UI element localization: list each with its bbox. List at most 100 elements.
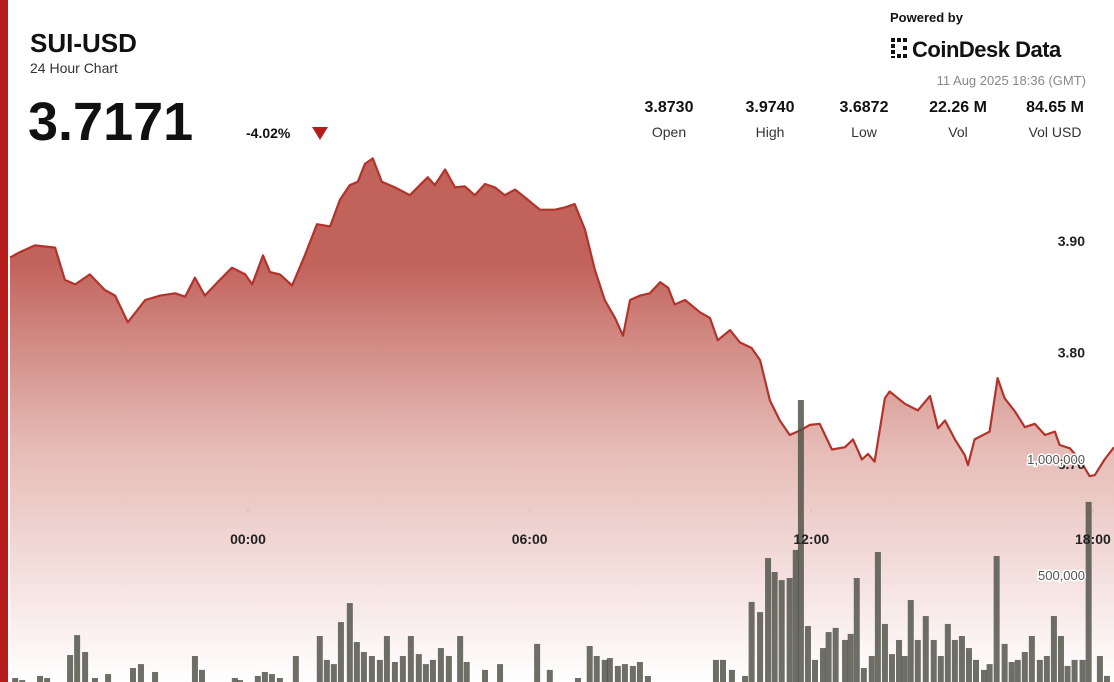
volume-bar [765,558,772,682]
volume-bar [930,639,937,682]
stat-label: Vol USD [1029,124,1082,140]
volume-bar [712,659,719,682]
volume-bar [463,661,470,682]
volume-bar [860,668,867,682]
y-tick-label: 3.70 [1058,456,1085,472]
volume-bar [629,665,636,682]
volume-bar [368,655,375,682]
volume-bar [812,659,818,682]
volume-bar [792,549,799,682]
volume-bar [19,680,26,682]
volume-bar [907,600,914,682]
volume-bar [1079,659,1086,682]
volume-bar [636,661,643,682]
volume-bar [614,665,621,682]
volume-bar [437,648,444,682]
volume-bar [606,658,613,682]
volume-bar [804,626,811,682]
volume-bar [973,659,979,682]
volume-bar [276,678,283,682]
stat-value: 84.65 M [1026,99,1084,116]
volume-bar [137,664,144,682]
volume-bar [881,623,888,682]
volume-bar [951,639,958,682]
volume-bar [82,652,89,682]
volume-bar [1057,636,1064,682]
volume-bar [67,655,74,682]
stat-label: Low [851,124,878,140]
volume-bar [601,659,608,682]
volume-bar [742,675,749,682]
volume-bar [901,655,908,682]
volume-bar [353,642,360,682]
volume-bar [534,643,541,682]
volume-bar [268,674,275,682]
volume-bar [74,635,81,682]
volume-bar [37,675,44,682]
volume-bar [546,669,553,682]
volume-bar [129,668,136,682]
down-arrow [312,127,328,140]
volume-bar [896,639,903,682]
stat-value: 3.8730 [645,99,694,116]
volume-bar [237,680,243,682]
volume-bar [12,678,19,682]
volume-bar [832,627,839,682]
volume-bar [728,669,735,682]
x-tick-label: 06:00 [512,531,548,547]
volume-bar [868,655,875,682]
volume-bar [937,655,944,682]
volume-tick-label: 1,000,000 [1027,452,1085,467]
volume-bar [407,636,414,682]
x-tick-label: 00:00 [230,531,266,547]
volume-bar [797,400,804,682]
volume-bar [231,678,238,682]
powered-by: Powered by [890,10,964,25]
volume-bar [445,655,452,682]
volume-bar [819,648,826,682]
stat-label: Vol [948,124,967,140]
stat-value: 3.6872 [840,99,889,116]
volume-bar [415,654,422,682]
volume-bar [1085,501,1092,682]
volume-bar [853,577,860,682]
bars-layer [12,400,1110,682]
volume-bar [399,655,406,682]
volume-bar [198,669,205,682]
volume-bar [383,636,390,682]
volume-bar [292,655,299,682]
volume-tick-label: 500,000 [1038,568,1085,583]
volume-bar [457,636,464,682]
x-tick-label: 18:00 [1075,531,1111,547]
volume-bar [316,636,323,682]
stat-label: Open [652,124,686,140]
volume-bar [346,603,353,682]
volume-bar [644,675,651,682]
x-tick-label: 12:00 [793,531,829,547]
volume-bar [1021,652,1028,682]
area-layer [9,157,1114,682]
timestamp: 11 Aug 2025 18:36 (GMT) [937,73,1086,88]
accent-bar [0,0,8,682]
volume-bar [993,555,1000,682]
volume-bar [497,664,504,682]
volume-bar [422,664,429,682]
volume-bar [191,655,198,682]
volume-bar [429,659,436,682]
volume-bar [337,622,344,682]
volume-bar [261,671,268,682]
volume-bar [376,659,383,682]
volume-bar [105,674,112,682]
volume-bar [965,648,972,682]
volume-bar [922,616,929,682]
volume-bar [360,652,367,682]
volume-bar [1103,675,1110,682]
y-tick-label: 3.90 [1058,233,1085,249]
volume-bar [847,633,854,682]
stat-label: High [756,124,785,140]
volume-bar [586,645,593,682]
volume-bar [1064,665,1071,682]
volume-bar [1028,636,1035,682]
last-price: 3.7171 [28,92,193,152]
brand: CoinDesk Data [912,37,1062,62]
